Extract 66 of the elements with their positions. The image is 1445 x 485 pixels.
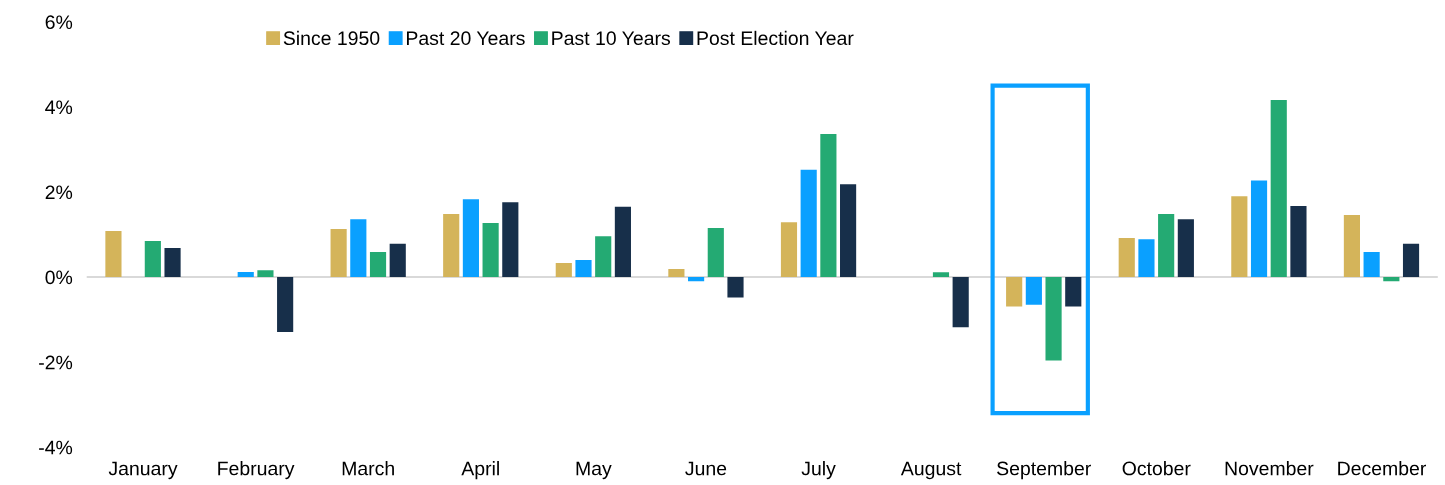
legend-label: Post Election Year — [697, 30, 854, 46]
bar — [932, 272, 950, 278]
bar — [727, 277, 744, 298]
y-tick-label: 6% — [45, 15, 73, 30]
y-tick-label: 2% — [45, 185, 73, 200]
bar — [668, 268, 685, 278]
bar — [482, 223, 499, 278]
legend-label: Past 20 Years — [406, 31, 525, 46]
bar — [555, 263, 572, 278]
y-tick-label: 0% — [45, 270, 73, 285]
x-tick-label: May — [576, 461, 612, 480]
bar — [277, 277, 294, 332]
bar — [595, 236, 612, 278]
bar — [575, 260, 592, 278]
x-tick-label: December — [1338, 461, 1427, 476]
x-tick-label: March — [342, 461, 394, 476]
bar — [105, 231, 122, 278]
bar — [820, 134, 837, 278]
x-tick-label: April — [461, 461, 499, 480]
bar — [369, 251, 387, 278]
bar — [1025, 277, 1042, 305]
x-tick-label: February — [218, 461, 295, 480]
x-tick-label: August — [900, 461, 962, 480]
legend-label: Past 10 Years — [552, 31, 671, 46]
bar — [1231, 196, 1248, 278]
bar — [1402, 243, 1420, 278]
bar — [1290, 206, 1307, 278]
x-tick-label: September — [997, 461, 1091, 480]
bar — [443, 214, 460, 278]
bar — [707, 228, 724, 278]
x-tick-label: January — [108, 461, 178, 480]
bar — [1118, 237, 1135, 278]
bar — [1250, 180, 1268, 278]
y-tick-label: -4% — [39, 440, 73, 455]
bar — [462, 199, 479, 278]
bar — [1270, 100, 1287, 278]
bar — [502, 202, 519, 278]
bar — [1343, 214, 1360, 278]
x-tick-label: October — [1122, 461, 1191, 476]
bar — [1383, 277, 1400, 282]
y-tick-label: -2% — [39, 355, 73, 370]
bar — [1158, 214, 1175, 278]
x-tick-label: June — [685, 461, 727, 476]
bar — [688, 277, 705, 282]
bar — [350, 219, 367, 278]
bar — [1065, 277, 1082, 307]
bar — [1138, 239, 1155, 278]
bar — [144, 240, 161, 278]
x-tick-label: July — [801, 461, 836, 480]
bar — [780, 222, 798, 278]
bar — [1006, 277, 1023, 307]
bar — [389, 243, 406, 278]
bar — [952, 277, 969, 328]
bar — [330, 228, 347, 278]
bar — [164, 248, 181, 278]
bar — [237, 271, 254, 278]
bar — [614, 206, 631, 278]
bar — [800, 169, 817, 278]
bar — [1177, 219, 1194, 278]
bar — [1045, 277, 1062, 361]
legend-label: Since 1950 — [283, 30, 380, 46]
bar — [257, 270, 274, 278]
y-tick-label: 4% — [45, 100, 73, 115]
x-tick-label: November — [1225, 461, 1314, 476]
bar — [1363, 251, 1380, 278]
bar — [840, 184, 857, 278]
